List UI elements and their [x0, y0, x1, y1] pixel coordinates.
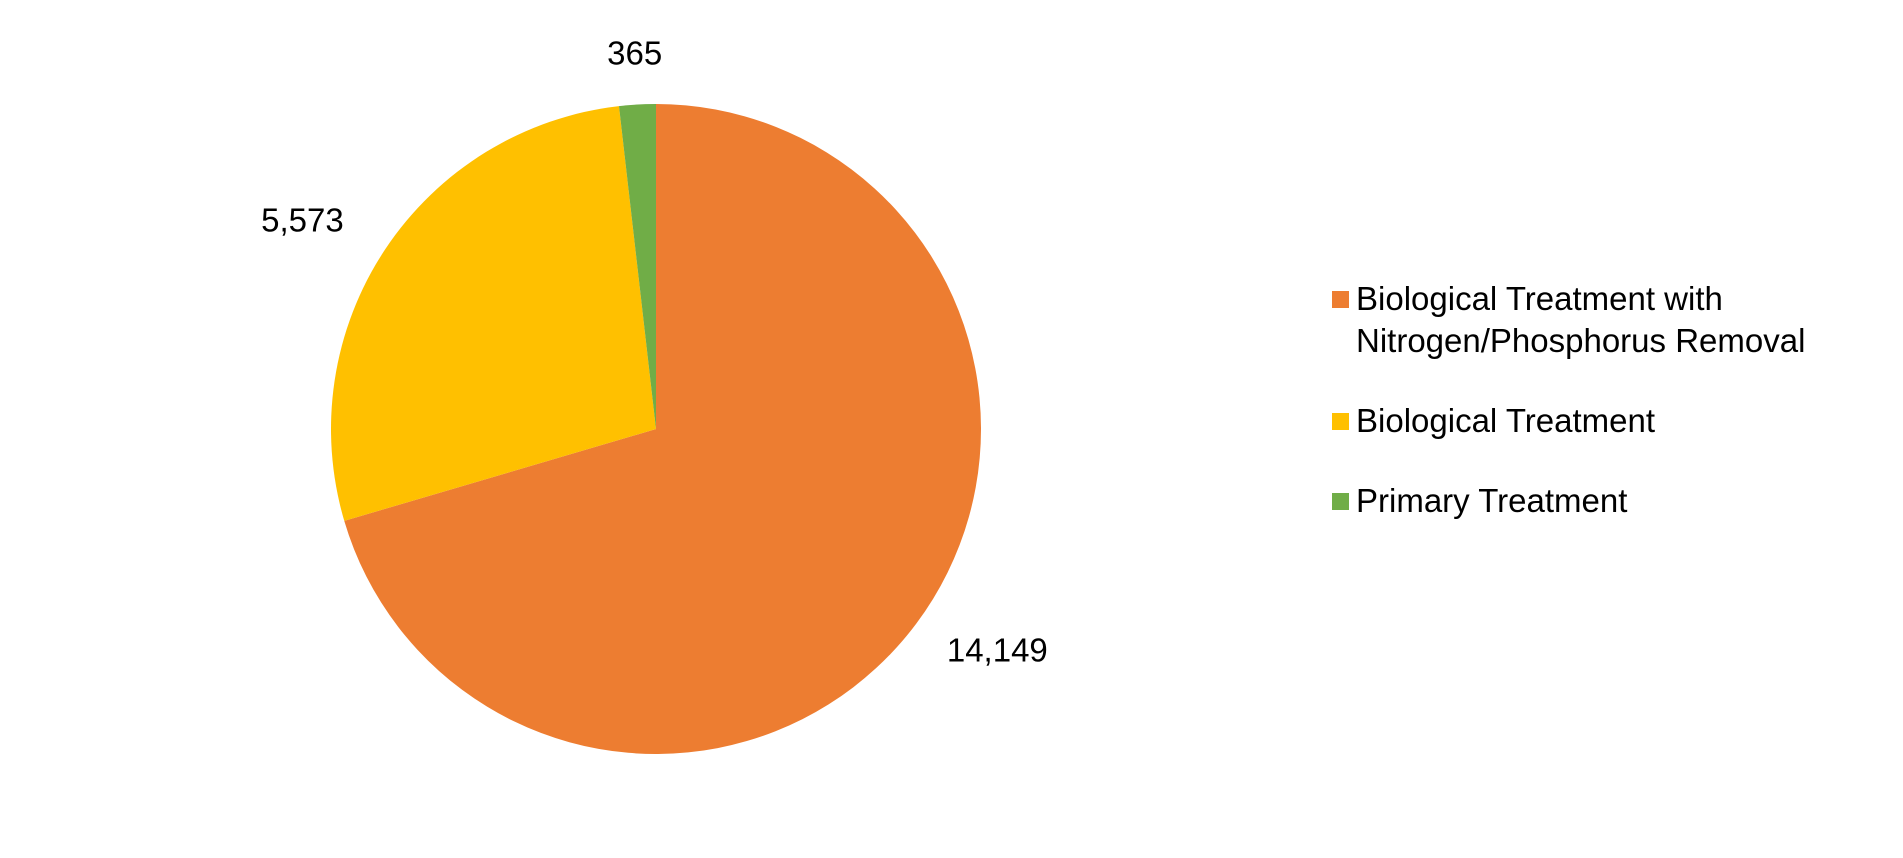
legend-swatch: [1332, 291, 1349, 308]
pie-slice: [344, 104, 981, 754]
legend-item: Biological Treatment: [1332, 400, 1892, 442]
data-label: 5,573: [261, 201, 344, 238]
data-label: 365: [607, 35, 662, 72]
legend-label: Biological Treatment with Nitrogen/Phosp…: [1356, 280, 1806, 359]
legend: Biological Treatment with Nitrogen/Phosp…: [1332, 278, 1892, 560]
legend-swatch: [1332, 413, 1349, 430]
pie-slice: [618, 104, 656, 429]
legend-label: Biological Treatment: [1356, 402, 1655, 439]
data-label: 14,149: [947, 632, 1048, 669]
legend-item: Biological Treatment with Nitrogen/Phosp…: [1332, 278, 1892, 362]
legend-item: Primary Treatment: [1332, 480, 1892, 522]
pie-slice: [331, 106, 656, 521]
legend-swatch: [1332, 493, 1349, 510]
legend-label: Primary Treatment: [1356, 482, 1628, 519]
